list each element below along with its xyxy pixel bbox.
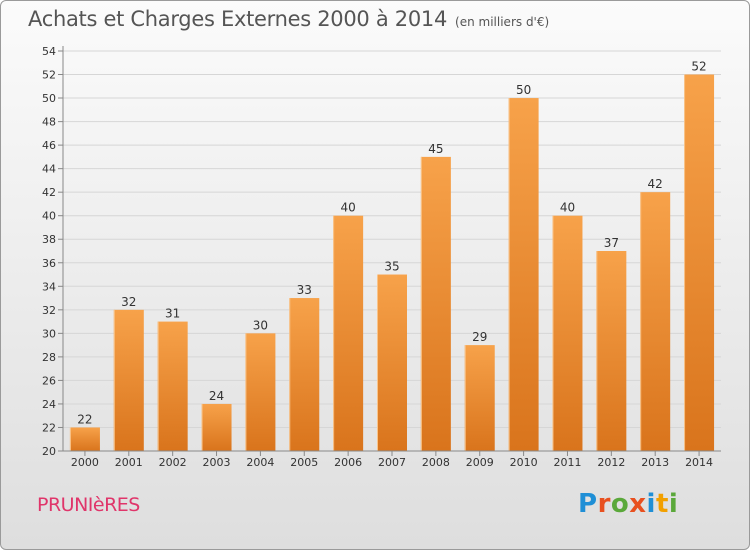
y-tick-label: 50 bbox=[42, 92, 56, 105]
chart-subtitle: (en milliers d'€) bbox=[455, 15, 550, 29]
bar-2002 bbox=[157, 321, 188, 451]
bar-2006 bbox=[333, 215, 364, 451]
logo-letter: r bbox=[597, 489, 611, 519]
logo-letter: t bbox=[655, 489, 669, 519]
y-tick-label: 52 bbox=[42, 69, 56, 82]
y-tick-labels: 20 22 24 26 28 30 32 34 36 38 40 42 44 46 48 50 52 54 bbox=[42, 45, 56, 458]
bar-2012 bbox=[596, 251, 627, 451]
value-labels: 22 32 31 24 30 33 40 35 45 29 50 40 37 42 52 bbox=[77, 60, 706, 427]
y-tick-label: 30 bbox=[42, 327, 56, 340]
y-tick-label: 20 bbox=[42, 445, 56, 458]
bar-2003 bbox=[201, 403, 232, 451]
bar-2009 bbox=[464, 345, 495, 451]
x-tick-label: 2013 bbox=[641, 456, 669, 469]
y-tick-label: 26 bbox=[42, 374, 56, 387]
bar-2014 bbox=[684, 74, 715, 451]
value-label: 42 bbox=[648, 177, 663, 191]
y-tick-label: 32 bbox=[42, 304, 56, 317]
bars bbox=[69, 74, 715, 452]
bar-2008 bbox=[420, 156, 451, 451]
value-label: 45 bbox=[428, 142, 443, 156]
bar-2007 bbox=[377, 274, 407, 451]
chart-title: Achats et Charges Externes 2000 à 2014 bbox=[28, 7, 448, 31]
value-label: 22 bbox=[77, 412, 92, 426]
value-label: 52 bbox=[691, 60, 706, 74]
y-tick-label: 48 bbox=[42, 116, 56, 129]
y-tick-label: 54 bbox=[42, 45, 56, 58]
x-tick-label: 2012 bbox=[597, 456, 625, 469]
x-tick-label: 2014 bbox=[685, 456, 713, 469]
commune-name: PRUNIèRES bbox=[37, 494, 140, 516]
value-label: 30 bbox=[253, 318, 268, 332]
y-tick-label: 24 bbox=[42, 398, 56, 411]
bar-2005 bbox=[289, 298, 320, 451]
x-tick-label: 2002 bbox=[159, 456, 187, 469]
x-tick-label: 2000 bbox=[71, 456, 99, 469]
x-tick-label: 2007 bbox=[378, 456, 406, 469]
y-tick-label: 40 bbox=[42, 210, 56, 223]
x-tick-label: 2001 bbox=[115, 456, 143, 469]
proxiti-logo: Proxiti bbox=[578, 489, 678, 519]
y-tick-label: 44 bbox=[42, 163, 56, 176]
x-tick-label: 2008 bbox=[422, 456, 450, 469]
y-tick-label: 28 bbox=[42, 351, 56, 364]
value-label: 32 bbox=[121, 295, 136, 309]
y-tick-label: 22 bbox=[42, 421, 56, 434]
y-tick-label: 38 bbox=[42, 233, 56, 246]
logo-letter: i bbox=[646, 489, 656, 519]
x-tick-label: 2010 bbox=[510, 456, 538, 469]
value-label: 35 bbox=[384, 260, 399, 274]
x-tick-labels: 2000 2001 2002 2003 2004 2005 2006 2007 2008 2009… bbox=[71, 451, 713, 469]
x-tick-label: 2003 bbox=[203, 456, 231, 469]
logo-letter: P bbox=[578, 489, 598, 519]
value-label: 40 bbox=[340, 201, 355, 215]
logo-letter: o bbox=[610, 489, 630, 519]
x-tick-label: 2005 bbox=[290, 456, 318, 469]
y-tick-label: 34 bbox=[42, 280, 56, 293]
logo-letter: x bbox=[629, 489, 647, 519]
bar-2001 bbox=[113, 309, 144, 451]
bar-2010 bbox=[508, 98, 539, 451]
value-label: 33 bbox=[297, 283, 312, 297]
value-label: 40 bbox=[560, 201, 575, 215]
y-tick-label: 36 bbox=[42, 257, 56, 270]
bar-2011 bbox=[552, 215, 583, 451]
x-tick-label: 2006 bbox=[334, 456, 362, 469]
logo-letter: i bbox=[668, 489, 679, 519]
x-tick-label: 2011 bbox=[553, 456, 581, 469]
bar-2004 bbox=[245, 333, 276, 451]
bar-2000 bbox=[69, 427, 100, 451]
x-tick-label: 2004 bbox=[246, 456, 274, 469]
bar-2013 bbox=[640, 192, 671, 452]
title-row: Achats et Charges Externes 2000 à 2014 (e… bbox=[28, 7, 549, 31]
value-label: 29 bbox=[472, 330, 487, 344]
value-label: 31 bbox=[165, 307, 180, 321]
y-tick-label: 46 bbox=[42, 139, 56, 152]
y-tick-label: 42 bbox=[42, 186, 56, 199]
value-label: 24 bbox=[209, 389, 224, 403]
x-tick-label: 2009 bbox=[466, 456, 494, 469]
value-label: 50 bbox=[516, 83, 531, 97]
value-label: 37 bbox=[604, 236, 619, 250]
